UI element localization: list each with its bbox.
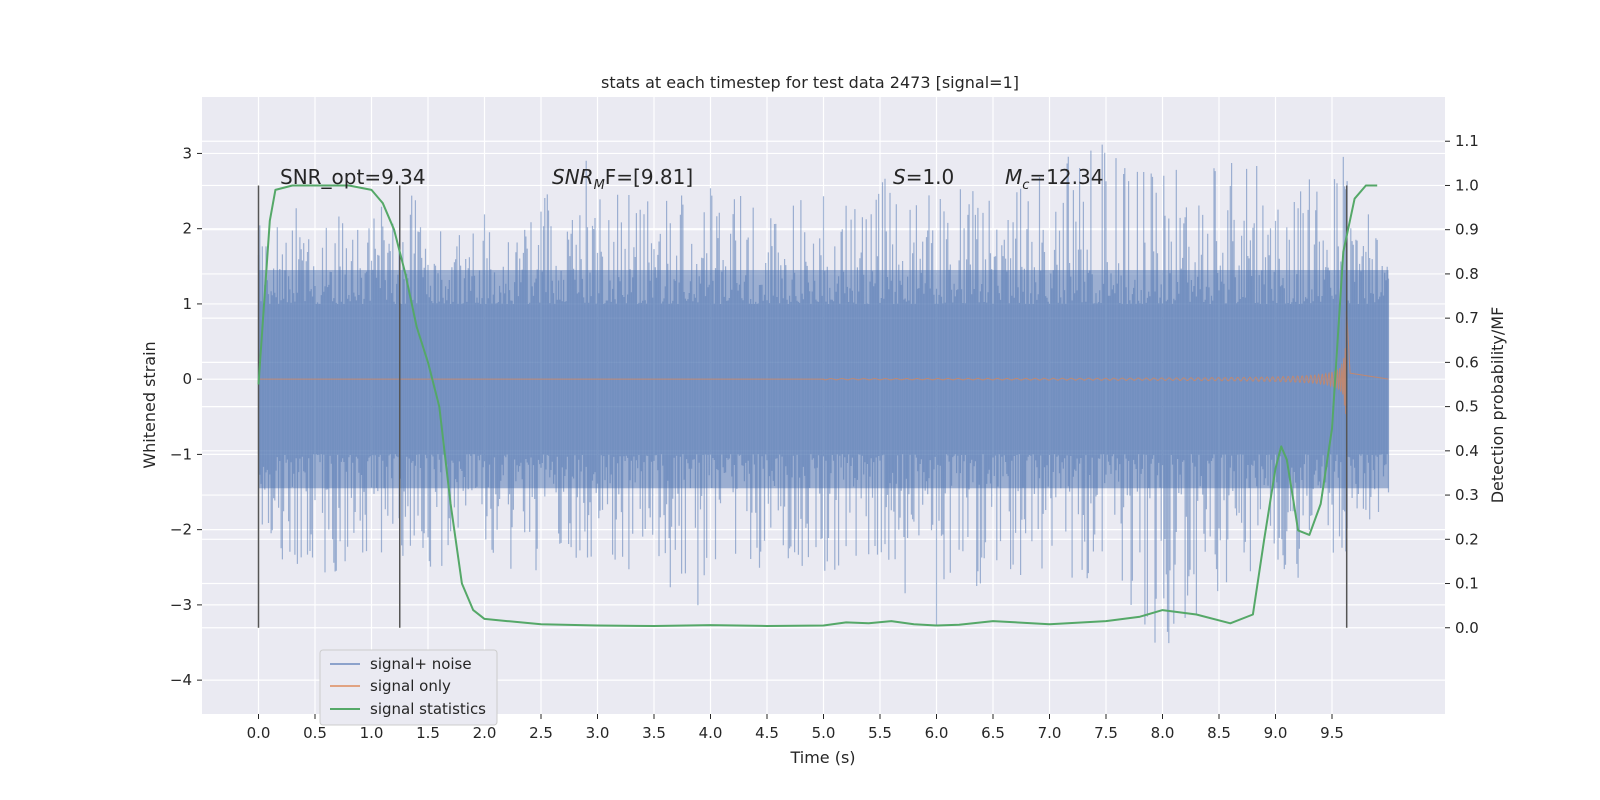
y-tick-label: −2 (170, 521, 192, 539)
y-right-tick-labels: 1.1 1.0 0.9 0.8 0.7 0.6 0.5 0.4 0.3 0.2 0.1 0.0 (1445, 132, 1479, 637)
x-tick-label: 0.5 (303, 724, 327, 742)
s-val: =1.0 (906, 165, 955, 189)
x-tick-label: 7.5 (1094, 724, 1118, 742)
vertical-markers (257, 185, 1348, 628)
x-tick-label: 2.0 (473, 724, 497, 742)
y-right-tick-label: 0.6 (1455, 353, 1479, 371)
signal-only-series (258, 311, 1389, 414)
legend-label-statistics: signal statistics (370, 700, 486, 718)
x-tick-label: 6.5 (981, 724, 1005, 742)
x-tick-label: 5.0 (812, 724, 836, 742)
x-tick-label: 6.0 (925, 724, 949, 742)
y-right-tick-label: 0.3 (1455, 486, 1479, 504)
mc-sub: c (1022, 178, 1029, 193)
y-right-tick-label: 1.1 (1455, 132, 1479, 150)
x-tick-label: 4.0 (699, 724, 723, 742)
snr-opt-annotation: SNR_opt=9.34 (280, 165, 426, 189)
x-tick-labels: 0.0 0.5 1.0 1.5 2.0 2.5 3.0 3.5 4.0 4.5 5.0 5.5 6.0 6… (247, 714, 1344, 742)
y-right-tick-label: 0.7 (1455, 309, 1479, 327)
snr-mf-suffix: F=[9.81] (605, 165, 693, 189)
s-annotation: S=1.0 (893, 165, 954, 189)
y-tick-label: 3 (182, 144, 192, 162)
y-tick-label: 0 (182, 370, 192, 388)
snr-mf-prefix: SNR (552, 165, 594, 189)
chart-title: stats at each timestep for test data 247… (601, 73, 1019, 92)
signal-statistics-series (257, 184, 1378, 627)
y-right-tick-label: 0.8 (1455, 265, 1479, 283)
x-tick-label: 1.5 (416, 724, 440, 742)
legend-box (319, 649, 498, 726)
legend: signal+ noise signal only signal statist… (319, 649, 498, 726)
x-tick-label: 8.5 (1207, 724, 1231, 742)
y-tick-labels: 3 2 1 0 −1 −2 −3 −4 (170, 144, 202, 689)
x-tick-label: 1.0 (360, 724, 384, 742)
x-tick-label: 9.5 (1320, 724, 1344, 742)
x-axis-label: Time (s) (789, 748, 855, 767)
y-axis-label: Whitened strain (140, 341, 159, 468)
y-right-tick-label: 0.2 (1455, 530, 1479, 548)
y-right-tick-label: 0.1 (1455, 575, 1479, 593)
y-tick-label: 2 (182, 220, 192, 238)
signal-only-line (258, 311, 1389, 414)
y-tick-label: −3 (170, 596, 192, 614)
snr-mf-annotation: SNRMF=[9.81] (552, 165, 693, 193)
legend-label-noise: signal+ noise (370, 655, 472, 673)
x-tick-label: 9.0 (1264, 724, 1288, 742)
mc-var: M (1005, 165, 1022, 189)
x-tick-label: 3.5 (642, 724, 666, 742)
x-tick-label: 4.5 (755, 724, 779, 742)
y-right-tick-label: 1.0 (1455, 176, 1479, 194)
x-tick-label: 3.0 (586, 724, 610, 742)
mc-val: =12.34 (1029, 165, 1103, 189)
x-tick-label: 8.0 (1151, 724, 1175, 742)
x-tick-label: 0.0 (247, 724, 271, 742)
y-right-axis-label: Detection probability/MF (1488, 307, 1507, 504)
x-tick-label: 2.5 (529, 724, 553, 742)
x-tick-label: 7.0 (1038, 724, 1062, 742)
y-right-tick-label: 0.0 (1455, 619, 1479, 637)
y-right-tick-label: 0.5 (1455, 398, 1479, 416)
y-right-tick-label: 0.4 (1455, 442, 1479, 460)
y-tick-label: −4 (170, 671, 192, 689)
s-var: S (893, 165, 906, 189)
legend-label-signal: signal only (370, 677, 451, 695)
mc-annotation: Mc=12.34 (1005, 165, 1103, 193)
y-right-tick-label: 0.9 (1455, 221, 1479, 239)
snr-mf-sub: M (594, 178, 605, 193)
x-tick-label: 5.5 (868, 724, 892, 742)
y-tick-label: 1 (182, 295, 192, 313)
y-tick-label: −1 (170, 445, 192, 463)
signal-statistics-line (257, 184, 1378, 627)
